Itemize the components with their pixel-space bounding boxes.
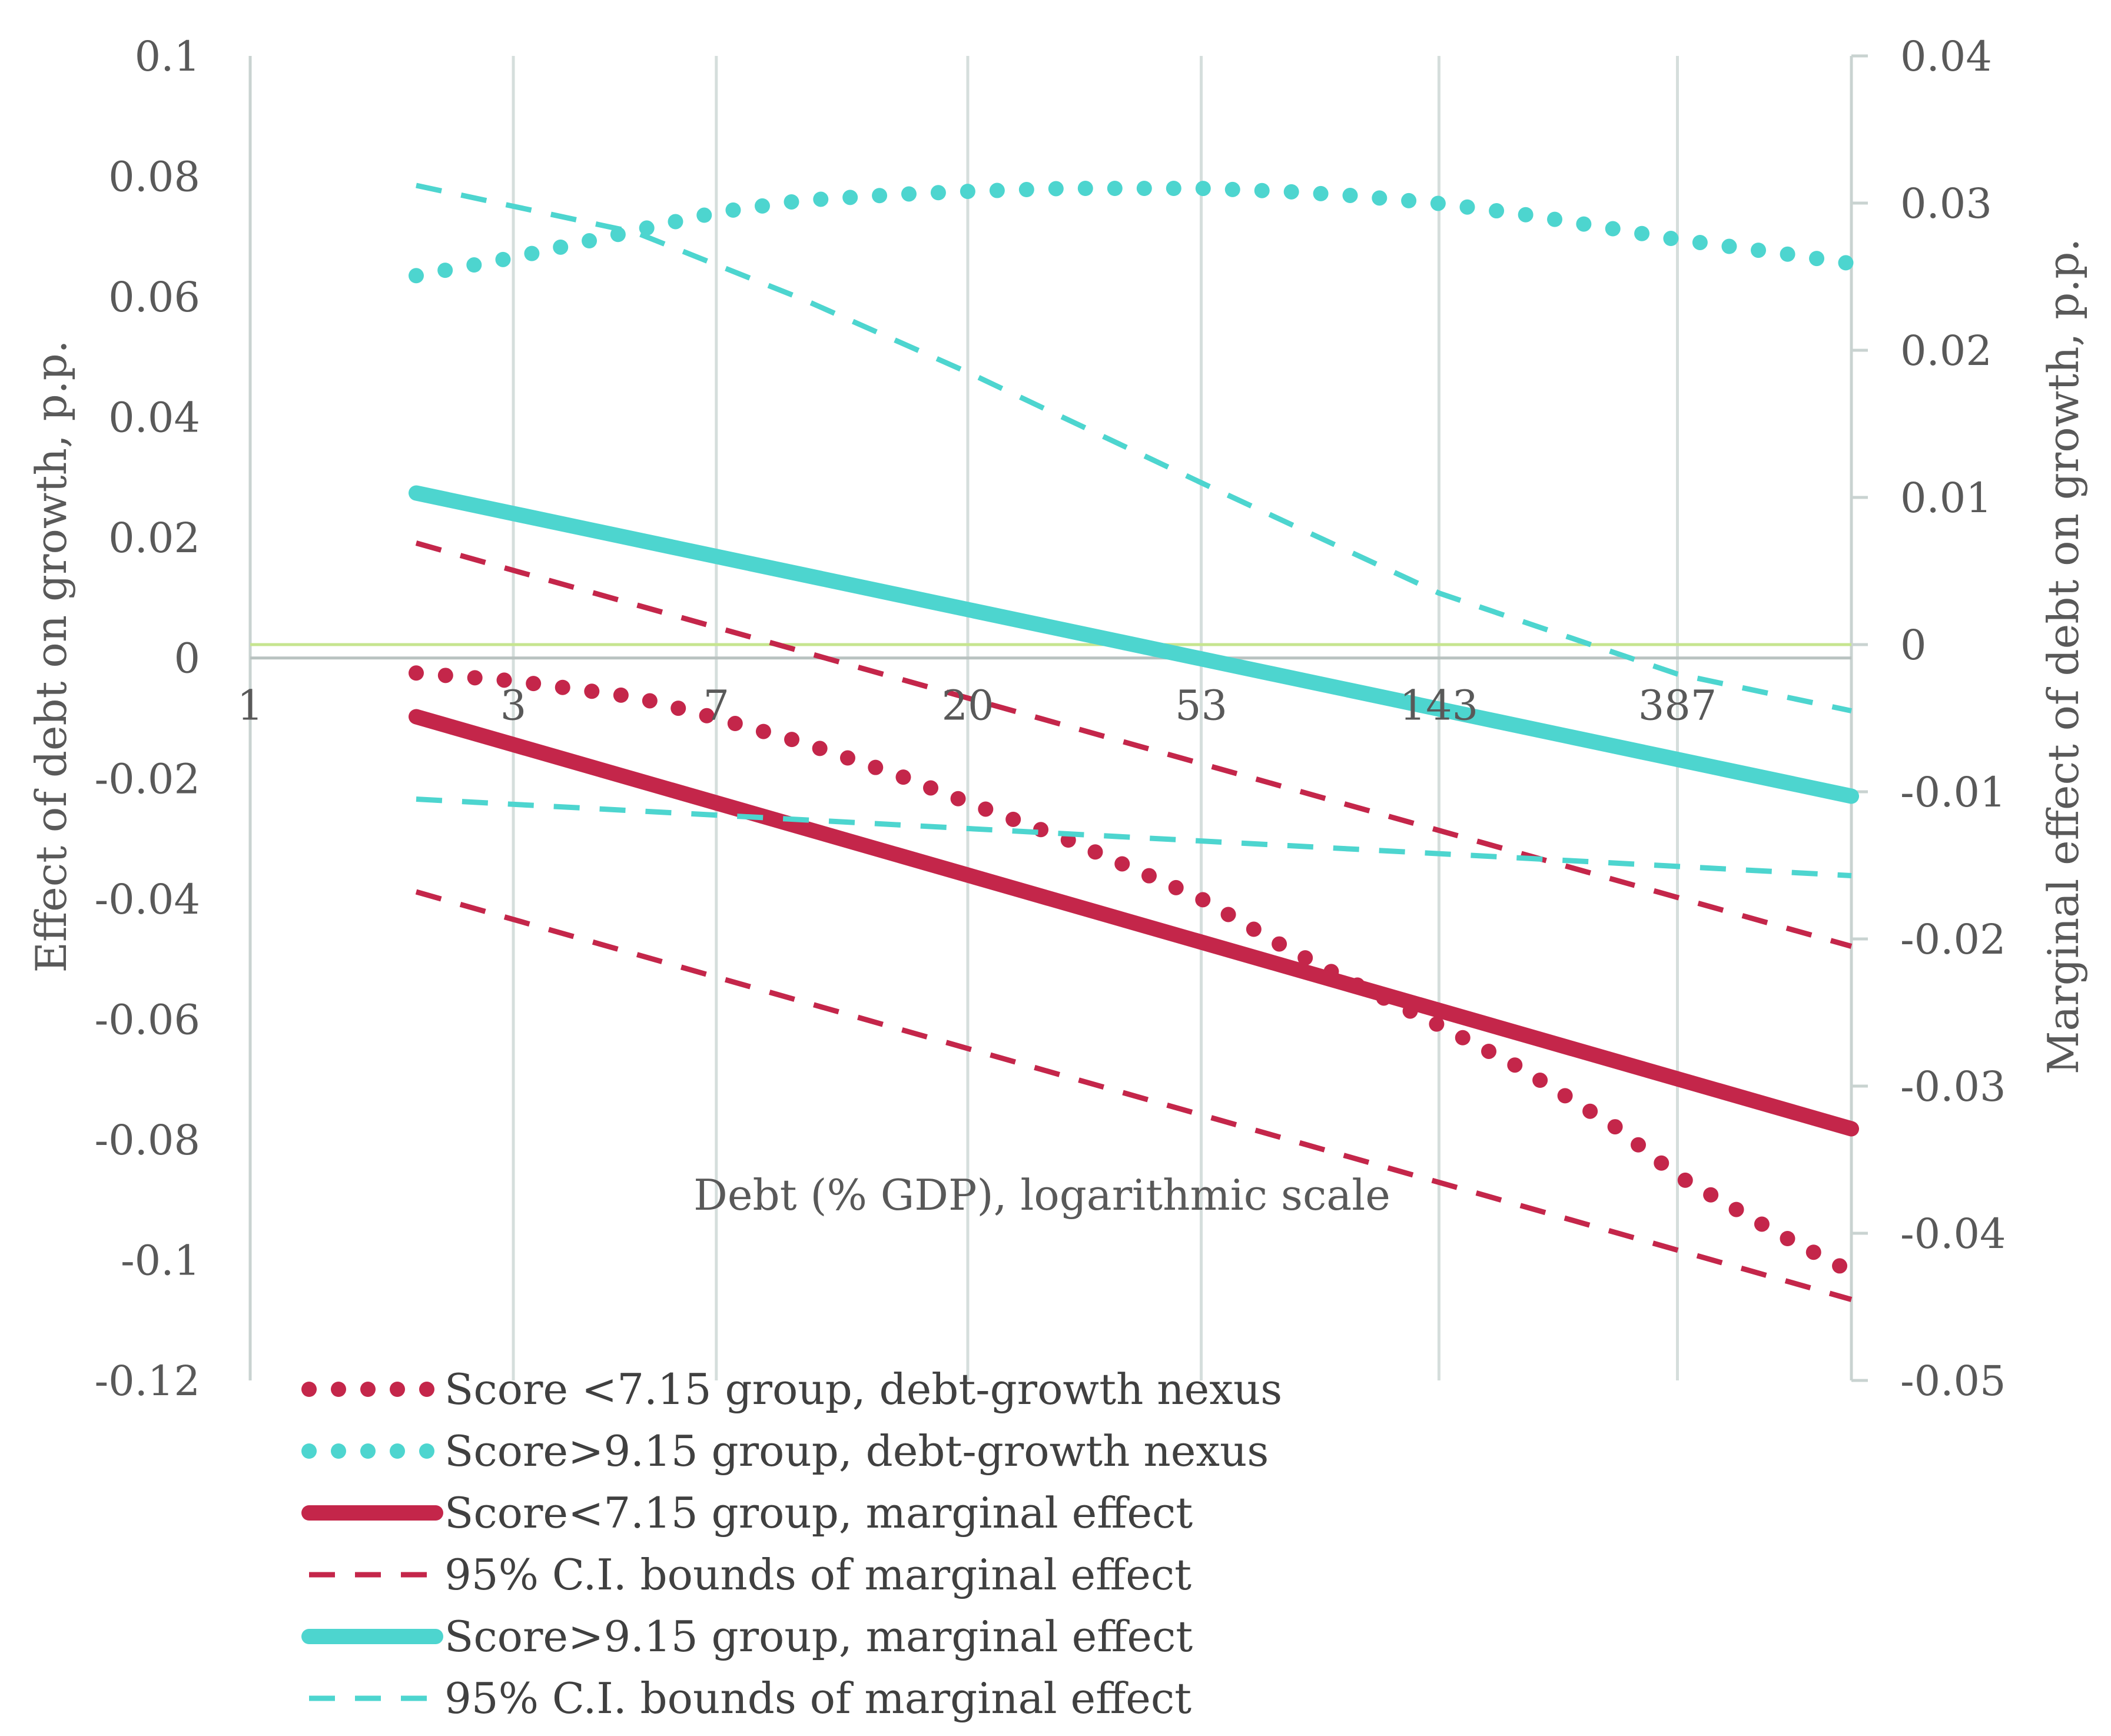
y-tick-label: 0.08: [108, 153, 200, 201]
legend-label-1: Score>9.15 group, debt-growth nexus: [444, 1426, 1269, 1476]
y2-tick-label: -0.02: [1900, 915, 2006, 964]
legend-label-5: 95% C.I. bounds of marginal effect: [444, 1674, 1191, 1723]
x-tick-label: 1: [237, 682, 264, 730]
y2-tick-label: -0.01: [1900, 768, 2006, 816]
series-line-0: [409, 665, 1859, 1280]
y-tick-label: -0.1: [121, 1236, 200, 1284]
y2-tick-label: 0: [1900, 621, 1927, 669]
x-tick-label: 387: [1638, 682, 1717, 730]
y-tick-label: -0.02: [94, 755, 200, 803]
legend-label-4: Score>9.15 group, marginal effect: [444, 1612, 1193, 1661]
y2-tick-label: 0.02: [1900, 327, 1992, 375]
y2-axis-title: Marginal effect of debt on growth, p.p.: [2039, 238, 2088, 1075]
legend: Score <7.15 group, debt-growth nexus Scor…: [301, 1365, 1282, 1723]
x-tick-label: 53: [1175, 682, 1227, 730]
series-line-3: [415, 540, 1853, 949]
series-line-7: [416, 796, 1852, 878]
y2-tick-label: 0.01: [1900, 474, 1992, 522]
tick-labels: 0.1 0.08 0.06 0.04 0.02 0 -0.02 -0.04 -0.06 -0.08…: [94, 32, 2006, 1405]
y2-tick-label: 0.03: [1900, 180, 1992, 228]
legend-label-0: Score <7.15 group, debt-growth nexus: [444, 1365, 1282, 1414]
series-line-5: [409, 485, 1859, 804]
y-axis-title: Effect of debt on growth, p.p.: [26, 340, 76, 972]
series-line-2: [409, 709, 1859, 1137]
x-axis-title: Debt (% GDP), logarithmic scale: [693, 1170, 1390, 1220]
x-tick-label: 3: [500, 682, 527, 730]
series-line-6: [416, 182, 1852, 713]
legend-label-2: Score<7.15 group, marginal effect: [444, 1488, 1193, 1538]
y-tick-label: 0.04: [108, 394, 200, 442]
plot-series: [409, 181, 1859, 1302]
y2-tick-label: 0.04: [1900, 32, 1992, 81]
y-tick-label: -0.06: [94, 995, 200, 1044]
series-line-1: [409, 181, 1859, 284]
y-tick-label: 0.1: [135, 32, 200, 81]
y-tick-label: -0.04: [94, 875, 200, 924]
y2-tick-label: -0.04: [1900, 1210, 2006, 1258]
y-tick-label: -0.12: [94, 1357, 200, 1405]
grid-lines: [248, 56, 1679, 1380]
x-tick-label: 7: [703, 682, 730, 730]
x-tick-label: 143: [1400, 682, 1479, 730]
series-line-4: [415, 889, 1853, 1302]
y2-tick-label: -0.03: [1900, 1063, 2006, 1111]
legend-label-3: 95% C.I. bounds of marginal effect: [444, 1550, 1191, 1599]
y-tick-label: 0: [174, 635, 200, 683]
y2-tick-label: -0.05: [1900, 1357, 2006, 1405]
y-tick-label: 0.06: [108, 273, 200, 321]
y-tick-label: -0.08: [94, 1116, 200, 1164]
x-tick-label: 20: [941, 682, 994, 730]
y-tick-label: 0.02: [108, 514, 200, 562]
